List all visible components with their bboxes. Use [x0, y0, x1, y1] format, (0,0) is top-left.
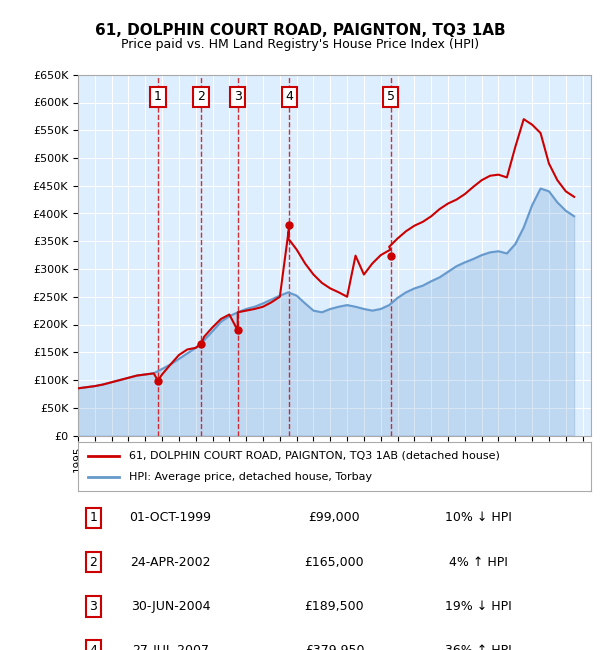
Text: 01-OCT-1999: 01-OCT-1999 [130, 512, 211, 525]
Text: 24-APR-2002: 24-APR-2002 [130, 556, 211, 569]
Text: 4% ↑ HPI: 4% ↑ HPI [449, 556, 508, 569]
Text: 4: 4 [286, 90, 293, 103]
Text: 2: 2 [89, 556, 97, 569]
Text: 27-JUL-2007: 27-JUL-2007 [132, 644, 209, 650]
Text: 2: 2 [197, 90, 205, 103]
Text: 10% ↓ HPI: 10% ↓ HPI [445, 512, 512, 525]
Text: HPI: Average price, detached house, Torbay: HPI: Average price, detached house, Torb… [130, 472, 373, 482]
Text: £189,500: £189,500 [305, 600, 364, 613]
Text: £165,000: £165,000 [305, 556, 364, 569]
Text: 1: 1 [89, 512, 97, 525]
Text: 61, DOLPHIN COURT ROAD, PAIGNTON, TQ3 1AB: 61, DOLPHIN COURT ROAD, PAIGNTON, TQ3 1A… [95, 23, 505, 38]
Text: 1: 1 [154, 90, 162, 103]
Text: 4: 4 [89, 644, 97, 650]
Text: 19% ↓ HPI: 19% ↓ HPI [445, 600, 512, 613]
Text: £99,000: £99,000 [308, 512, 361, 525]
Text: 3: 3 [233, 90, 242, 103]
Text: 3: 3 [89, 600, 97, 613]
Text: 36% ↑ HPI: 36% ↑ HPI [445, 644, 512, 650]
Text: Price paid vs. HM Land Registry's House Price Index (HPI): Price paid vs. HM Land Registry's House … [121, 38, 479, 51]
Text: 5: 5 [386, 90, 395, 103]
Text: 61, DOLPHIN COURT ROAD, PAIGNTON, TQ3 1AB (detached house): 61, DOLPHIN COURT ROAD, PAIGNTON, TQ3 1A… [130, 450, 500, 461]
Text: 30-JUN-2004: 30-JUN-2004 [131, 600, 210, 613]
Text: £379,950: £379,950 [305, 644, 364, 650]
